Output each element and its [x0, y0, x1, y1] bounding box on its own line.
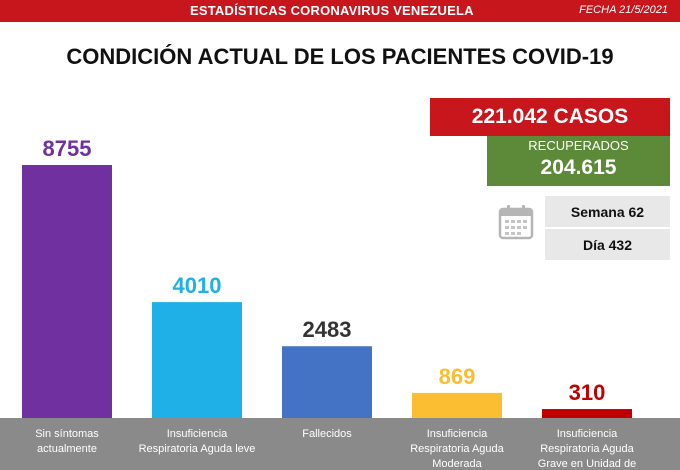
- category-label-0-1: actualmente: [37, 443, 97, 455]
- bar-1: [152, 302, 242, 418]
- category-label-3-1: Respiratoria Aguda: [410, 443, 504, 455]
- header-title: ESTADÍSTICAS CORONAVIRUS VENEZUELA: [190, 3, 474, 18]
- category-label-4-0: Insuficiencia: [557, 428, 618, 440]
- bar-4: [542, 409, 632, 418]
- category-label-3-0: Insuficiencia: [427, 428, 488, 440]
- recovered-box: RECUPERADOS 204.615: [487, 136, 670, 186]
- week-value: Semana 62: [570, 203, 645, 220]
- category-label-1-0: Insuficiencia: [167, 428, 228, 440]
- cases-value: 221.042 CASOS: [471, 105, 629, 128]
- header-bar: ESTADÍSTICAS CORONAVIRUS VENEZUELA FECHA…: [0, 0, 680, 22]
- value-label-2: 2483: [303, 317, 352, 342]
- value-label-1: 4010: [173, 273, 222, 298]
- category-panel: [0, 418, 680, 470]
- day-value: Día 432: [582, 236, 633, 253]
- value-label-4: 310: [569, 380, 606, 405]
- chart-title: CONDICIÓN ACTUAL DE LOS PACIENTES COVID-…: [66, 44, 614, 69]
- value-label-3: 869: [439, 364, 476, 389]
- cases-box: 221.042 CASOS: [430, 98, 670, 136]
- value-label-0: 8755: [43, 136, 92, 161]
- bar-3: [412, 392, 502, 418]
- category-label-2-0: Fallecidos: [302, 428, 352, 440]
- recovered-label: RECUPERADOS: [528, 138, 629, 153]
- category-label-1-1: Respiratoria Aguda leve: [139, 443, 256, 455]
- calendar-icon: [498, 205, 534, 240]
- recovered-value: 204.615: [540, 156, 617, 179]
- category-label-4-2: Grave en Unidad de: [538, 458, 636, 470]
- category-label-4-1: Respiratoria Aguda: [540, 443, 634, 455]
- category-label-0-0: Sin síntomas: [35, 428, 99, 440]
- day-box: Día 432: [545, 229, 670, 260]
- bar-0: [22, 165, 112, 418]
- header-date: FECHA 21/5/2021: [579, 4, 668, 16]
- bar-2: [282, 346, 372, 418]
- week-box: Semana 62: [545, 196, 670, 227]
- category-label-3-2: Moderada: [432, 458, 482, 470]
